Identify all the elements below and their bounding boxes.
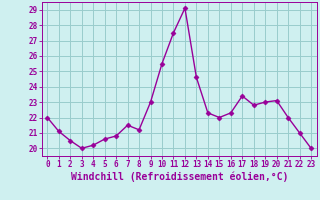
X-axis label: Windchill (Refroidissement éolien,°C): Windchill (Refroidissement éolien,°C) — [70, 172, 288, 182]
